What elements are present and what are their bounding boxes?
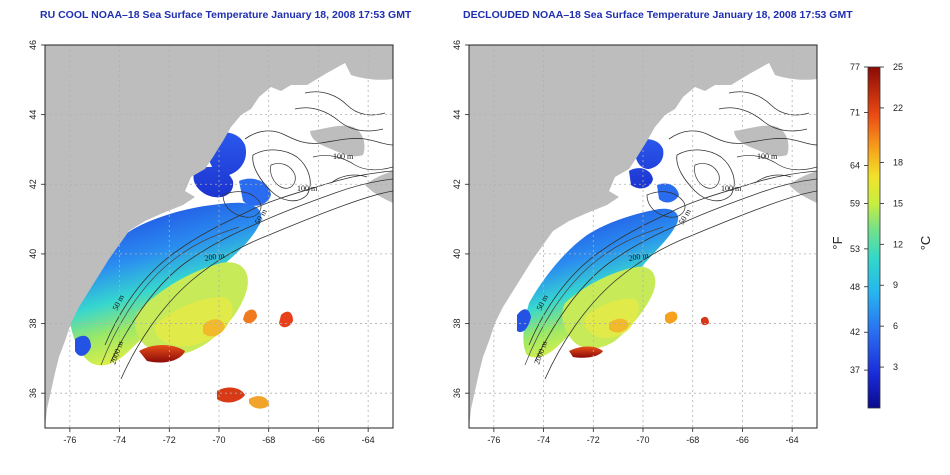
celsius-unit-label: °C bbox=[918, 236, 933, 251]
y-tick-label: 46 bbox=[452, 40, 462, 50]
celsius-tick-label: 3 bbox=[893, 362, 898, 372]
land-mass bbox=[45, 45, 393, 428]
y-tick-label: 36 bbox=[28, 388, 38, 398]
land-mass bbox=[469, 45, 817, 428]
graticule bbox=[469, 45, 817, 428]
x-tick-label: -64 bbox=[786, 435, 799, 445]
contour-label: 100 m bbox=[721, 184, 742, 193]
x-tick-label: -66 bbox=[736, 435, 749, 445]
contour-label: 100 m bbox=[297, 184, 318, 193]
x-tick-label: -66 bbox=[312, 435, 325, 445]
fahrenheit-tick-label: 77 bbox=[850, 62, 860, 72]
fahrenheit-tick-label: 42 bbox=[850, 327, 860, 337]
bathymetry-contours bbox=[100, 91, 393, 380]
sst-field bbox=[517, 139, 709, 358]
x-tick-label: -76 bbox=[63, 435, 76, 445]
celsius-tick-label: 6 bbox=[893, 321, 898, 331]
x-tick-label: -72 bbox=[587, 435, 600, 445]
x-tick-label: -64 bbox=[362, 435, 375, 445]
x-tick-label: -70 bbox=[636, 435, 649, 445]
x-tick-label: -70 bbox=[212, 435, 225, 445]
x-tick-label: -74 bbox=[537, 435, 550, 445]
graticule bbox=[45, 45, 393, 428]
right-panel-title: DECLOUDED NOAA–18 Sea Surface Temperatur… bbox=[463, 9, 853, 21]
x-tick-label: -72 bbox=[163, 435, 176, 445]
celsius-tick-label: 15 bbox=[893, 198, 903, 208]
y-tick-label: 38 bbox=[452, 319, 462, 329]
x-tick-label: -68 bbox=[686, 435, 699, 445]
fahrenheit-tick-label: 64 bbox=[850, 161, 860, 171]
y-tick-label: 46 bbox=[28, 40, 38, 50]
y-tick-label: 44 bbox=[452, 110, 462, 120]
fahrenheit-tick-label: 59 bbox=[850, 198, 860, 208]
x-tick-label: -76 bbox=[487, 435, 500, 445]
y-tick-label: 36 bbox=[452, 388, 462, 398]
y-tick-label: 42 bbox=[452, 179, 462, 189]
y-tick-label: 42 bbox=[28, 179, 38, 189]
contour-label: 200 m bbox=[628, 250, 650, 263]
y-tick-label: 40 bbox=[28, 249, 38, 259]
contour-label: 200 m bbox=[204, 250, 226, 263]
contour-label: 100 m bbox=[333, 152, 354, 161]
y-tick-label: 40 bbox=[452, 249, 462, 259]
celsius-tick-label: 12 bbox=[893, 239, 903, 249]
x-tick-label: -68 bbox=[262, 435, 275, 445]
fahrenheit-unit-label: °F bbox=[830, 236, 845, 249]
left-panel-title: RU COOL NOAA–18 Sea Surface Temperature … bbox=[40, 9, 412, 21]
celsius-tick-label: 25 bbox=[893, 62, 903, 72]
y-tick-label: 38 bbox=[28, 319, 38, 329]
celsius-tick-label: 22 bbox=[893, 103, 903, 113]
temperature-colorbar: 25 22 18 15 12 9 6 3 77 71 64 59 53 48 42 37 °F °C bbox=[830, 62, 933, 409]
celsius-tick-label: 9 bbox=[893, 280, 898, 290]
fahrenheit-tick-label: 71 bbox=[850, 107, 860, 117]
x-tick-label: -74 bbox=[113, 435, 126, 445]
y-tick-label: 44 bbox=[28, 110, 38, 120]
fahrenheit-tick-label: 37 bbox=[850, 365, 860, 375]
colorbar-gradient bbox=[868, 67, 880, 408]
contour-label: 100 m bbox=[757, 152, 778, 161]
celsius-tick-label: 18 bbox=[893, 157, 903, 167]
bathymetry-contours bbox=[524, 91, 817, 380]
fahrenheit-tick-label: 53 bbox=[850, 244, 860, 254]
fahrenheit-tick-label: 48 bbox=[850, 282, 860, 292]
